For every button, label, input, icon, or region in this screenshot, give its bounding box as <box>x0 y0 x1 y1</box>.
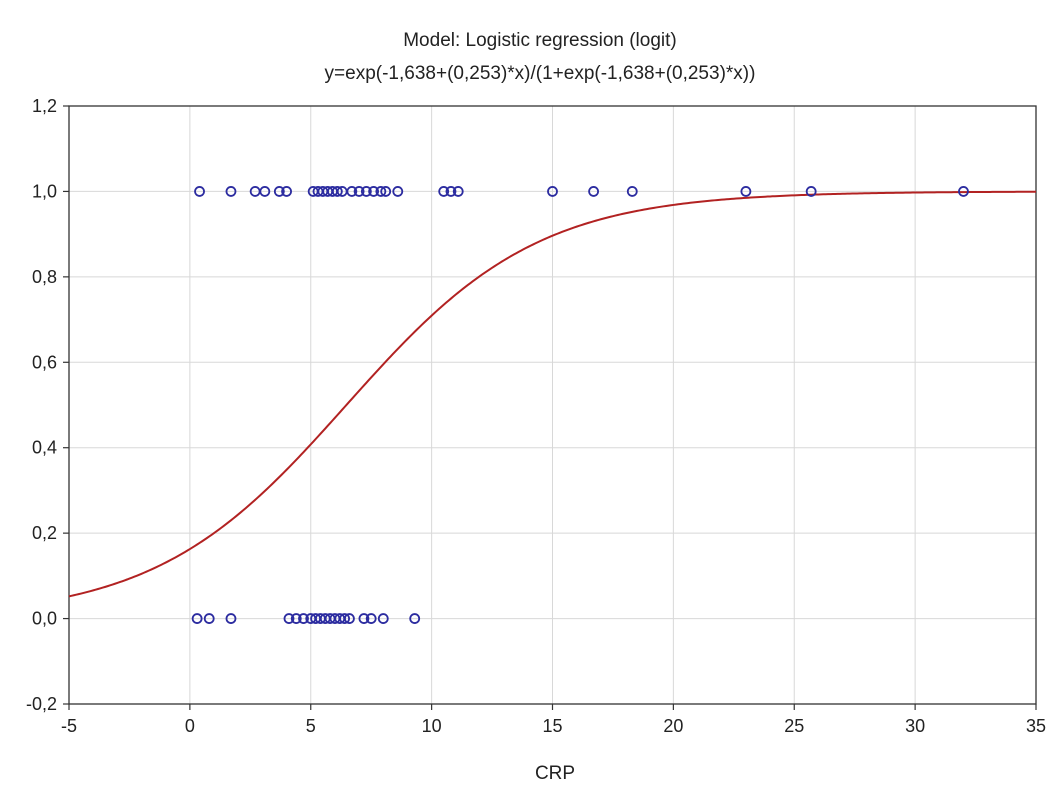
y-tick-label: 0,4 <box>32 438 57 458</box>
data-point <box>283 613 295 624</box>
data-point <box>339 613 350 624</box>
x-tick-label: -5 <box>61 716 77 736</box>
x-tick-label: 25 <box>784 716 804 736</box>
data-point <box>346 186 358 197</box>
data-point <box>438 186 450 197</box>
data-point <box>375 186 387 197</box>
data-point <box>225 186 237 197</box>
y-tick-label: 1,0 <box>32 181 57 201</box>
data-point <box>958 186 969 197</box>
data-point <box>331 186 343 197</box>
fit-curve-layer <box>68 190 1037 598</box>
data-point <box>377 613 389 624</box>
x-tick-label: 35 <box>1026 716 1046 736</box>
x-tick-label: 20 <box>663 716 683 736</box>
data-point <box>360 186 372 197</box>
fit-curve <box>68 190 1037 598</box>
y-tick-label: 0,0 <box>32 609 57 629</box>
chart-title: Model: Logistic regression (logit) <box>403 30 677 51</box>
data-point <box>298 613 309 624</box>
data-point <box>191 613 203 624</box>
data-point <box>259 186 271 197</box>
data-point <box>547 186 558 197</box>
data-point <box>344 613 355 624</box>
data-point <box>588 186 599 197</box>
data-point <box>380 186 392 197</box>
data-point <box>368 186 380 197</box>
data-point <box>805 186 817 197</box>
y-tick-label: 0,2 <box>32 523 57 543</box>
x-tick-label: 5 <box>306 716 316 736</box>
y-axis-ticks: -0,2 0,0 0,2 0,4 0,6 0,8 1,0 1,2 <box>26 96 69 714</box>
y-tick-label: 0,8 <box>32 267 57 287</box>
x-axis-label: CRP <box>535 763 575 784</box>
y-tick-label: 0,6 <box>32 352 57 372</box>
data-point <box>290 613 302 624</box>
data-point <box>365 613 377 624</box>
data-point <box>225 613 237 624</box>
x-tick-label: 0 <box>185 716 195 736</box>
data-point <box>626 186 638 197</box>
x-tick-label: 15 <box>542 716 562 736</box>
data-points <box>191 186 969 624</box>
x-tick-label: 30 <box>905 716 925 736</box>
data-point <box>194 186 205 197</box>
data-point <box>281 186 292 197</box>
data-point <box>409 613 421 624</box>
grid <box>69 106 1036 704</box>
data-point <box>445 186 457 197</box>
y-tick-label: 1,2 <box>32 96 57 116</box>
data-point <box>353 186 365 197</box>
x-axis-ticks: -5 0 5 10 15 20 25 30 35 <box>61 704 1046 736</box>
y-tick-label: -0,2 <box>26 694 57 714</box>
data-point <box>358 613 370 624</box>
data-point <box>452 186 464 197</box>
data-point <box>273 186 285 197</box>
data-point <box>203 613 215 624</box>
data-point <box>392 186 404 197</box>
chart-subtitle: y=exp(-1,638+(0,253)*x)/(1+exp(-1,638+(0… <box>325 63 756 84</box>
x-tick-label: 10 <box>422 716 442 736</box>
data-point <box>740 186 752 197</box>
